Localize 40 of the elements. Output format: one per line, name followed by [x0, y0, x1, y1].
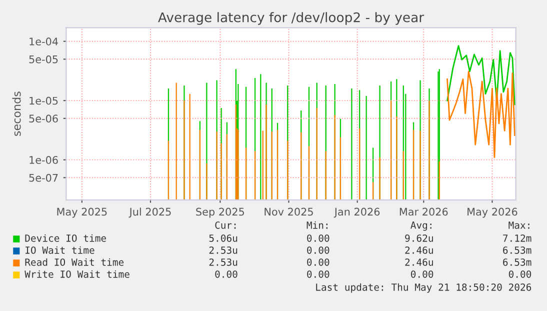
- text: 0.00: [307, 246, 330, 254]
- text: 2.53u: [209, 246, 238, 254]
- text: 6.53m: [503, 246, 532, 254]
- y-tick-label: 5e-06: [29, 114, 58, 123]
- text: 5.06u: [209, 234, 238, 242]
- text: 9.62u: [405, 234, 433, 242]
- text: 0.00: [307, 258, 330, 266]
- text: 0.00: [410, 270, 434, 278]
- text: Last update: Thu May 21 18:50:20 2026: [316, 283, 532, 293]
- x-tick-label: Sep 2025: [196, 208, 244, 218]
- y-tick-label: 5e-07: [29, 174, 58, 182]
- text: Avg:: [410, 222, 432, 231]
- text: 7.12m: [503, 234, 532, 242]
- x-tick-label: Mar 2026: [400, 208, 448, 216]
- x-tick-label: May 2026: [468, 208, 518, 218]
- text: 0.00: [307, 234, 330, 242]
- y-tick-label: 1e-06: [30, 156, 58, 164]
- legend-label: Read IO Wait time: [25, 258, 124, 266]
- legend-label: IO Wait time: [26, 246, 94, 254]
- x-tick-label: Nov 2025: [264, 208, 313, 216]
- text: 0.00: [508, 270, 532, 278]
- y-tick-label: 5e-05: [29, 55, 58, 64]
- y-axis-title: seconds: [12, 92, 21, 136]
- x-tick-label: May 2025: [57, 208, 107, 218]
- text: Max:: [508, 222, 530, 229]
- text: 2.46u: [405, 258, 433, 266]
- text: Min:: [306, 221, 328, 229]
- y-tick-label: 1e-04: [30, 38, 58, 46]
- text: 6.53m: [503, 258, 532, 266]
- legend-label: Device IO time: [25, 234, 106, 242]
- text: 0.00: [307, 270, 330, 278]
- x-tick-label: Jul 2025: [128, 208, 171, 218]
- chart-title: Average latency for /dev/loop2 - by year: [158, 12, 424, 25]
- text: 2.46u: [405, 246, 433, 254]
- text: Cur:: [215, 221, 236, 229]
- text: 0.00: [215, 270, 238, 278]
- text: 2.53u: [209, 258, 238, 266]
- legend-label: Write IO Wait time: [24, 270, 130, 278]
- x-tick-label: Jan 2026: [334, 208, 380, 218]
- y-tick-label: 1e-05: [30, 96, 58, 105]
